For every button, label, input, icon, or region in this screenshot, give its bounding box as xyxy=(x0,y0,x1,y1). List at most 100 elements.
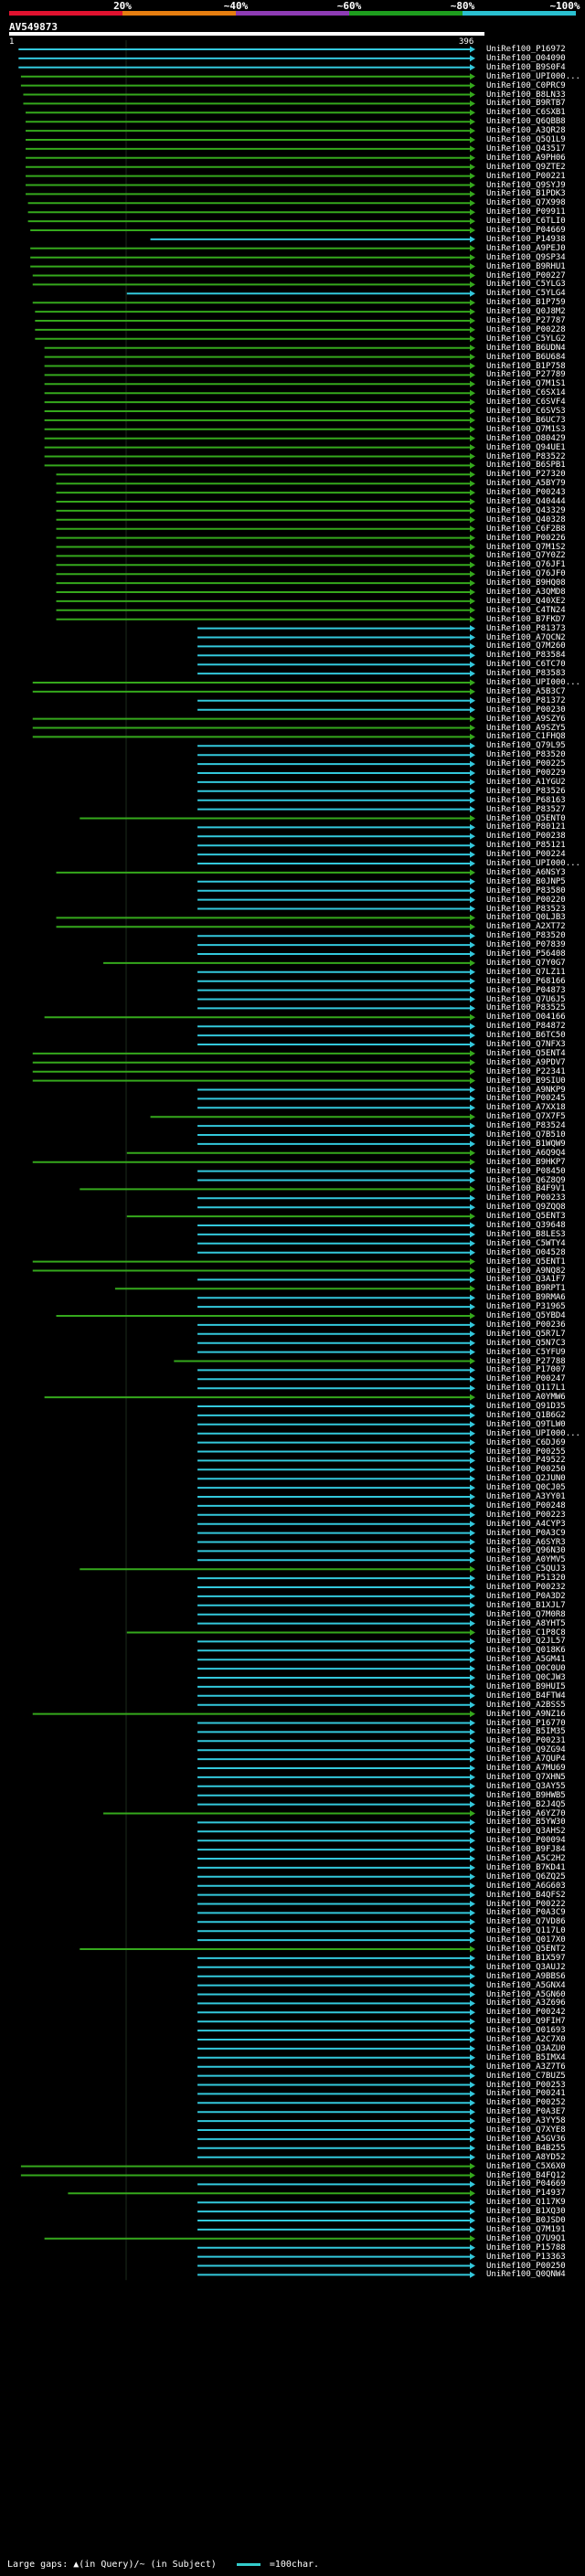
hit-link[interactable]: UniRef100_B0JSD0 xyxy=(486,2216,566,2225)
hit-link[interactable]: UniRef100_P68166 xyxy=(486,976,566,986)
hit-link[interactable]: UniRef100_A3YY58 xyxy=(486,2116,566,2126)
hit-link[interactable]: UniRef100_A7MU69 xyxy=(486,1764,566,1773)
hit-link[interactable]: UniRef100_B9SIU0 xyxy=(486,1076,566,1086)
hit-link[interactable]: UniRef100_Q018K6 xyxy=(486,1646,566,1656)
hit-link[interactable]: UniRef100_A5GNX4 xyxy=(486,1980,566,1990)
hit-link[interactable]: UniRef100_Q7LZ11 xyxy=(486,967,566,977)
hit-link[interactable]: UniRef100_Q43329 xyxy=(486,505,566,515)
hit-link[interactable]: UniRef100_A6NSY3 xyxy=(486,867,566,877)
hit-link[interactable]: UniRef100_Q5YBD4 xyxy=(486,1311,566,1320)
hit-link[interactable]: UniRef100_UPI000... xyxy=(486,71,580,81)
hit-link[interactable]: UniRef100_Q43517 xyxy=(486,143,566,154)
hit-link[interactable]: UniRef100_A3QR28 xyxy=(486,126,566,136)
hit-link[interactable]: UniRef100_P00250 xyxy=(486,1465,566,1475)
hit-link[interactable]: UniRef100_A6Q9Q4 xyxy=(486,1148,566,1158)
hit-link[interactable]: UniRef100_B1P759 xyxy=(486,298,566,308)
hit-link[interactable]: UniRef100_A2C7X0 xyxy=(486,2035,566,2044)
hit-link[interactable]: UniRef100_Q0LJB3 xyxy=(486,913,566,923)
hit-link[interactable]: UniRef100_B1XJL7 xyxy=(486,1600,566,1610)
hit-link[interactable]: UniRef100_O04166 xyxy=(486,1012,566,1023)
hit-link[interactable]: UniRef100_O80429 xyxy=(486,433,566,443)
hit-link[interactable]: UniRef100_Q0C0U0 xyxy=(486,1664,566,1674)
hit-link[interactable]: UniRef100_P00241 xyxy=(486,2089,566,2099)
hit-link[interactable]: UniRef100_P00253 xyxy=(486,2080,566,2090)
hit-link[interactable]: UniRef100_A9PH06 xyxy=(486,153,566,163)
hit-link[interactable]: UniRef100_Q7X7F5 xyxy=(486,1112,566,1122)
hit-link[interactable]: UniRef100_P0A3E7 xyxy=(486,2107,566,2117)
hit-link[interactable]: UniRef100_Q3AUJ2 xyxy=(486,1962,566,1972)
hit-link[interactable]: UniRef100_A8YHT5 xyxy=(486,1618,566,1628)
hit-link[interactable]: UniRef100_A6G603 xyxy=(486,1881,566,1891)
hit-link[interactable]: UniRef100_C1FHQ8 xyxy=(486,732,566,742)
hit-link[interactable]: UniRef100_A5GN60 xyxy=(486,1989,566,1999)
hit-link[interactable]: UniRef100_P17007 xyxy=(486,1365,566,1375)
hit-link[interactable]: UniRef100_Q7M1S1 xyxy=(486,379,566,389)
hit-link[interactable]: UniRef100_C4TN24 xyxy=(486,605,566,615)
hit-link[interactable]: UniRef100_Q117L1 xyxy=(486,1383,566,1394)
hit-link[interactable]: UniRef100_A9BBS6 xyxy=(486,1971,566,1981)
hit-link[interactable]: UniRef100_A8YD52 xyxy=(486,2152,566,2162)
hit-link[interactable]: UniRef100_B9HQ08 xyxy=(486,578,566,588)
hit-link[interactable]: UniRef100_B5IM35 xyxy=(486,1727,566,1737)
hit-link[interactable]: UniRef100_A9NZ16 xyxy=(486,1709,566,1719)
hit-link[interactable]: UniRef100_P00236 xyxy=(486,1320,566,1330)
hit-link[interactable]: UniRef100_Q5R7L7 xyxy=(486,1329,566,1339)
hit-link[interactable]: UniRef100_Q9TLW0 xyxy=(486,1419,566,1429)
hit-link[interactable]: UniRef100_P83524 xyxy=(486,1121,566,1131)
hit-link[interactable]: UniRef100_UPI000... xyxy=(486,859,580,868)
hit-link[interactable]: UniRef100_A4CYP3 xyxy=(486,1519,566,1529)
hit-link[interactable]: UniRef100_P27788 xyxy=(486,1356,566,1366)
hit-link[interactable]: UniRef100_P83584 xyxy=(486,651,566,661)
hit-link[interactable]: UniRef100_P00255 xyxy=(486,1447,566,1457)
hit-link[interactable]: UniRef100_P00094 xyxy=(486,1836,566,1846)
hit-link[interactable]: UniRef100_B9RHU1 xyxy=(486,261,566,271)
hit-link[interactable]: UniRef100_UPI000... xyxy=(486,678,580,687)
hit-link[interactable]: UniRef100_P83527 xyxy=(486,804,566,814)
hit-link[interactable]: UniRef100_Q39648 xyxy=(486,1221,566,1230)
hit-link[interactable]: UniRef100_Q0J8M2 xyxy=(486,307,566,317)
hit-link[interactable]: UniRef100_Q0CJW3 xyxy=(486,1673,566,1682)
hit-link[interactable]: UniRef100_Q5ENT1 xyxy=(486,1256,566,1267)
hit-link[interactable]: UniRef100_P09911 xyxy=(486,207,566,217)
hit-link[interactable]: UniRef100_B6U684 xyxy=(486,352,566,362)
hit-link[interactable]: UniRef100_Q40XE2 xyxy=(486,596,566,606)
hit-link[interactable]: UniRef100_P80121 xyxy=(486,822,566,832)
hit-link[interactable]: UniRef100_A5BY79 xyxy=(486,479,566,489)
hit-link[interactable]: UniRef100_C5QUJ3 xyxy=(486,1564,566,1574)
hit-link[interactable]: UniRef100_A7XX18 xyxy=(486,1103,566,1113)
hit-link[interactable]: UniRef100_Q3AY55 xyxy=(486,1781,566,1791)
hit-link[interactable]: UniRef100_B9FJ84 xyxy=(486,1845,566,1855)
hit-link[interactable]: UniRef100_A2BSS5 xyxy=(486,1700,566,1710)
hit-link[interactable]: UniRef100_B4QFS2 xyxy=(486,1890,566,1900)
hit-link[interactable]: UniRef100_Q017X0 xyxy=(486,1935,566,1945)
hit-link[interactable]: UniRef100_P00227 xyxy=(486,270,566,281)
hit-link[interactable]: UniRef100_C6DJ69 xyxy=(486,1437,566,1447)
hit-link[interactable]: UniRef100_Q9FIH7 xyxy=(486,2017,566,2027)
hit-link[interactable]: UniRef100_C5YLG2 xyxy=(486,334,566,344)
hit-link[interactable]: UniRef100_B9S0F4 xyxy=(486,62,566,72)
hit-link[interactable]: UniRef100_B4FTW4 xyxy=(486,1691,566,1701)
hit-link[interactable]: UniRef100_Q117L0 xyxy=(486,1926,566,1936)
hit-link[interactable]: UniRef100_P16770 xyxy=(486,1718,566,1728)
hit-link[interactable]: UniRef100_Q9SYJ9 xyxy=(486,180,566,190)
hit-link[interactable]: UniRef100_Q7M191 xyxy=(486,2224,566,2234)
hit-link[interactable]: UniRef100_B7KD41 xyxy=(486,1862,566,1872)
hit-link[interactable]: UniRef100_B9RPT1 xyxy=(486,1284,566,1294)
hit-link[interactable]: UniRef100_Q2JUN0 xyxy=(486,1474,566,1484)
hit-link[interactable]: UniRef100_P00224 xyxy=(486,850,566,860)
hit-link[interactable]: UniRef100_Q6QBB8 xyxy=(486,117,566,127)
hit-link[interactable]: UniRef100_P04669 xyxy=(486,226,566,235)
hit-link[interactable]: UniRef100_A5C2H2 xyxy=(486,1854,566,1863)
hit-link[interactable]: UniRef100_P51320 xyxy=(486,1574,566,1584)
hit-link[interactable]: UniRef100_Q1B6G2 xyxy=(486,1410,566,1420)
hit-link[interactable]: UniRef100_A7QCN2 xyxy=(486,632,566,642)
hit-link[interactable]: UniRef100_Q9ZTE2 xyxy=(486,162,566,172)
hit-link[interactable]: UniRef100_P00232 xyxy=(486,1583,566,1592)
hit-link[interactable]: UniRef100_Q7M260 xyxy=(486,641,566,652)
hit-link[interactable]: UniRef100_C5YLG4 xyxy=(486,289,566,299)
hit-link[interactable]: UniRef100_P00238 xyxy=(486,832,566,842)
hit-link[interactable]: UniRef100_Q7Y0G7 xyxy=(486,958,566,968)
hit-link[interactable]: UniRef100_A6YZ70 xyxy=(486,1808,566,1818)
hit-link[interactable]: UniRef100_B6UDN4 xyxy=(486,343,566,353)
hit-link[interactable]: UniRef100_P00233 xyxy=(486,1193,566,1203)
